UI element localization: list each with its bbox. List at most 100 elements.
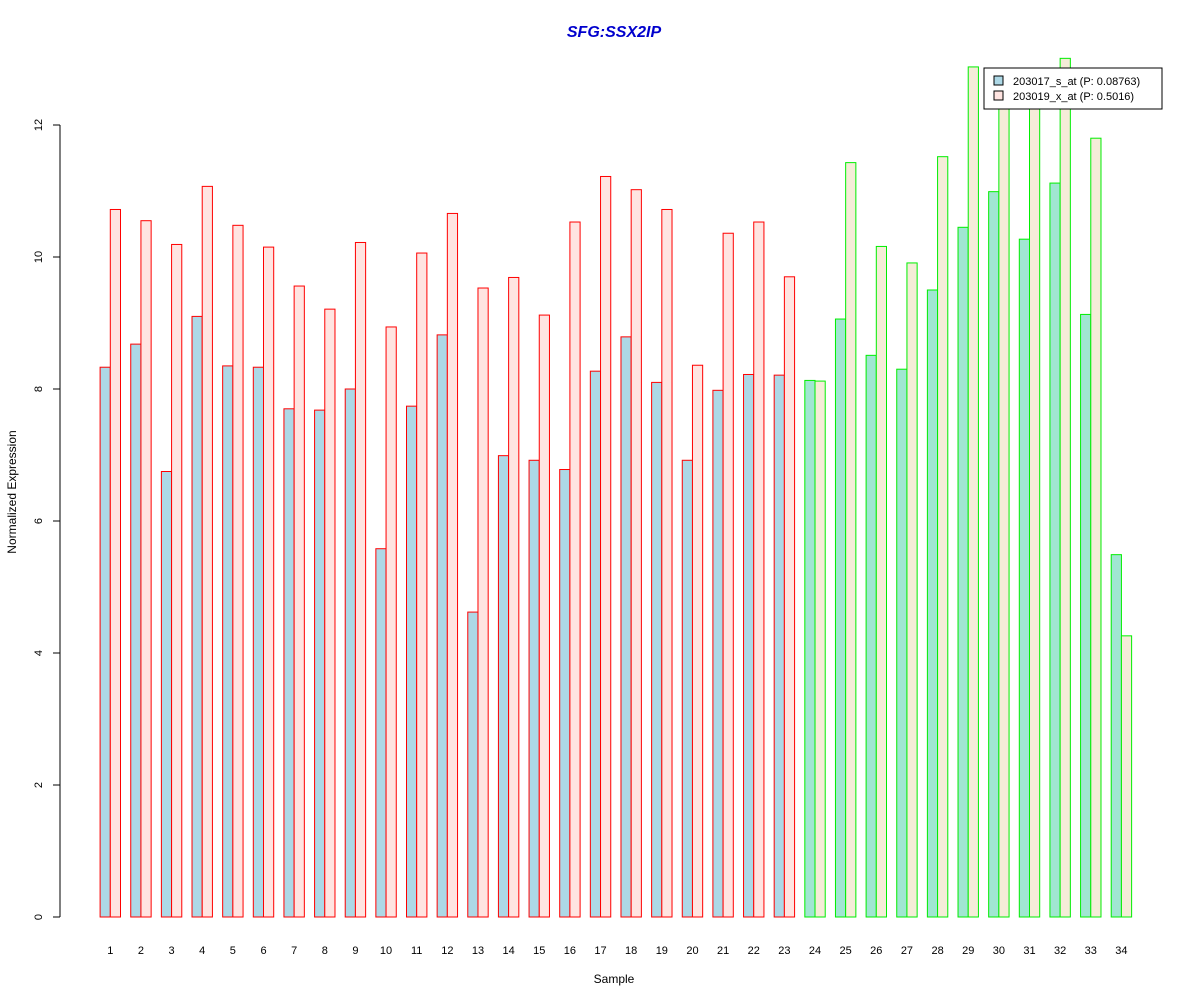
x-tick-label: 33	[1085, 945, 1097, 957]
bar-203019-x-at-sample-14	[508, 276, 520, 918]
bar-203019-x-at-sample-10	[385, 326, 397, 918]
bar-203019-x-at-sample-25	[845, 162, 857, 918]
bar-203019-x-at-sample-12	[446, 212, 459, 918]
bar-203019-x-at-sample-1	[109, 208, 122, 918]
x-tick-label: 11	[411, 945, 422, 957]
x-tick-label: 23	[778, 945, 790, 957]
legend-swatch-series-2	[993, 90, 1004, 101]
bar-203017-s-at-sample-28	[926, 289, 939, 918]
y-tick-label: 12	[33, 119, 45, 131]
x-tick-label: 14	[502, 945, 514, 957]
bar-203019-x-at-sample-24	[814, 380, 826, 918]
x-tick-label: 22	[748, 945, 760, 957]
bar-203019-x-at-sample-19	[661, 208, 673, 918]
bar-203017-s-at-sample-33	[1080, 313, 1092, 918]
x-tick-label: 25	[840, 945, 852, 957]
chart-title: SFG:SSX2IP	[567, 24, 662, 41]
bar-203019-x-at-sample-22	[753, 221, 765, 918]
x-tick-label: 8	[322, 945, 328, 957]
bar-203019-x-at-sample-6	[263, 246, 275, 918]
bar-203017-s-at-sample-22	[743, 373, 755, 918]
bar-203017-s-at-sample-15	[528, 459, 540, 918]
x-tick-label: 6	[260, 945, 266, 957]
bar-203019-x-at-sample-27	[906, 262, 918, 918]
bar-203017-s-at-sample-32	[1049, 182, 1061, 918]
bar-203019-x-at-sample-3	[171, 243, 183, 918]
bar-203019-x-at-sample-28	[937, 156, 949, 918]
x-tick-label: 15	[533, 945, 545, 957]
bar-203019-x-at-sample-31	[1029, 102, 1041, 918]
x-tick-label: 28	[931, 945, 943, 957]
bar-203019-x-at-sample-18	[630, 189, 642, 918]
bar-203017-s-at-sample-5	[222, 365, 234, 918]
bar-203017-s-at-sample-3	[160, 471, 173, 918]
bar-203017-s-at-sample-14	[497, 455, 510, 918]
bar-203019-x-at-sample-30	[998, 103, 1010, 918]
bar-203017-s-at-sample-1	[99, 366, 111, 918]
bars-group	[99, 57, 1133, 918]
x-tick-label: 2	[138, 945, 144, 957]
bar-203017-s-at-sample-18	[620, 336, 632, 918]
y-tick-label: 0	[33, 914, 45, 920]
bar-203017-s-at-sample-12	[436, 334, 448, 918]
y-tick-label: 2	[33, 782, 45, 788]
bar-203017-s-at-sample-6	[252, 366, 265, 918]
bar-203017-s-at-sample-25	[834, 318, 847, 918]
y-tick-label: 4	[33, 650, 45, 656]
bar-203019-x-at-sample-29	[967, 66, 979, 918]
x-tick-label: 3	[169, 945, 175, 957]
y-axis: 0 2 4 6 8 10 12	[33, 119, 61, 920]
bar-203019-x-at-sample-13	[477, 287, 489, 918]
x-tick-label: 32	[1054, 945, 1066, 957]
legend-box	[983, 67, 1163, 110]
y-axis-label: Normalized Expression	[5, 430, 19, 553]
bar-203017-s-at-sample-29	[957, 226, 969, 918]
bar-203017-s-at-sample-4	[191, 315, 203, 918]
bar-203017-s-at-sample-30	[988, 191, 1000, 918]
bar-203017-s-at-sample-8	[314, 409, 326, 918]
y-tick-label: 8	[33, 386, 45, 392]
bar-203019-x-at-sample-7	[293, 285, 305, 918]
bar-203017-s-at-sample-24	[804, 379, 816, 918]
bar-203019-x-at-sample-23	[783, 276, 796, 918]
bar-203019-x-at-sample-34	[1120, 635, 1133, 918]
bar-203019-x-at-sample-16	[569, 221, 581, 918]
x-tick-label: 13	[472, 945, 484, 957]
legend-entry-series-2: 203019_x_at (P: 0.5016)	[1013, 91, 1134, 103]
bar-203019-x-at-sample-9	[354, 241, 367, 918]
x-tick-label: 31	[1023, 945, 1035, 957]
x-tick-label: 26	[870, 945, 882, 957]
x-tick-label: 20	[686, 945, 698, 957]
y-tick-label: 6	[33, 518, 45, 524]
bar-203017-s-at-sample-27	[896, 368, 908, 918]
y-tick-label: 10	[33, 251, 45, 263]
bar-203017-s-at-sample-17	[589, 370, 602, 918]
x-tick-label: 7	[291, 945, 297, 957]
bar-203019-x-at-sample-21	[722, 232, 734, 918]
x-tick-label: 30	[993, 945, 1005, 957]
x-tick-label: 21	[717, 945, 729, 957]
bar-203017-s-at-sample-10	[375, 548, 387, 918]
bar-203017-s-at-sample-2	[130, 343, 142, 918]
x-tick-label: 9	[352, 945, 358, 957]
legend-entry-series-1: 203017_s_at (P: 0.08763)	[1013, 76, 1140, 88]
bar-203019-x-at-sample-17	[600, 175, 612, 918]
x-axis-label: Sample	[594, 972, 635, 986]
x-tick-label: 12	[441, 945, 453, 957]
legend-swatch-series-1	[993, 75, 1004, 86]
bar-203019-x-at-sample-2	[140, 220, 152, 918]
bar-203017-s-at-sample-9	[344, 388, 356, 918]
bar-203019-x-at-sample-15	[538, 314, 550, 918]
bar-203017-s-at-sample-19	[651, 381, 663, 918]
x-tick-label: 27	[901, 945, 913, 957]
x-tick-label: 1	[107, 945, 113, 957]
x-tick-label: 19	[656, 945, 668, 957]
bar-203017-s-at-sample-16	[559, 469, 571, 918]
bar-203017-s-at-sample-11	[406, 405, 418, 918]
x-tick-label: 18	[625, 945, 637, 957]
bar-203017-s-at-sample-21	[712, 389, 724, 918]
x-tick-label: 17	[594, 945, 606, 957]
x-tick-label: 4	[199, 945, 205, 957]
